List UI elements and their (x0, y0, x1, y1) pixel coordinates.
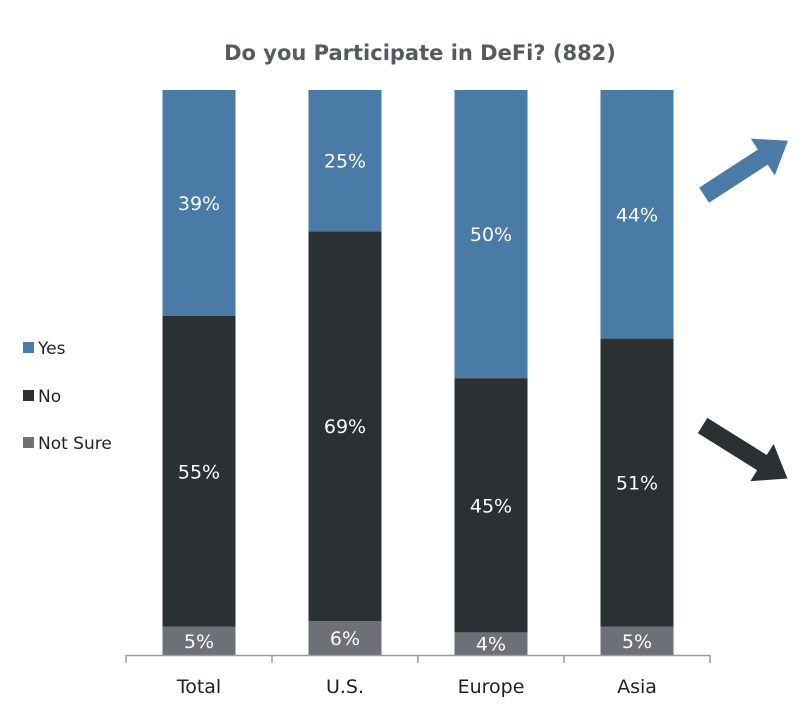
bar-europe-yes (454, 90, 528, 379)
legend-label-not-sure: Not Sure (38, 434, 112, 454)
bar-total-yes (162, 90, 236, 316)
legend-label-no: No (38, 387, 61, 407)
x-tick-label-u-s: U.S. (326, 676, 364, 698)
legend-label-yes: Yes (37, 339, 66, 359)
data-label-asia-not-sure: 5% (622, 631, 652, 653)
bar-asia-no (600, 338, 674, 627)
x-axis: Total U.S. Europe Asia (125, 654, 711, 698)
data-label-u-s-yes: 25% (324, 151, 366, 173)
data-label-u-s-not-sure: 6% (330, 628, 360, 650)
chart-title: Do you Participate in DeFi? (882) (224, 41, 616, 65)
legend-swatch-no (23, 390, 34, 401)
trend-arrows (697, 138, 788, 482)
x-tick-label-europe: Europe (458, 676, 525, 698)
bar-asia-not-sure (600, 626, 674, 655)
data-label-europe-not-sure: 4% (476, 634, 506, 656)
data-label-asia-no: 51% (616, 473, 658, 495)
legend-swatch-yes (23, 342, 34, 353)
bar-total-no (162, 316, 236, 627)
data-label-u-s-no: 69% (324, 416, 366, 438)
arrow-down-right-icon (697, 417, 788, 482)
x-tick-label-asia: Asia (617, 676, 657, 698)
data-label-asia-yes: 44% (616, 204, 658, 226)
data-label-total-yes: 39% (178, 193, 220, 215)
data-label-total-no: 55% (178, 461, 220, 483)
arrow-up-right-icon (699, 138, 788, 203)
bar-total-not-sure (162, 626, 236, 655)
bar-europe-no (454, 378, 528, 633)
data-label-europe-no: 45% (470, 495, 512, 517)
bar-u-s-yes (308, 90, 382, 232)
bar-u-s-no (308, 231, 382, 622)
data-label-europe-yes: 50% (470, 224, 512, 246)
legend: Yes No Not Sure (23, 339, 112, 454)
legend-swatch-not-sure (23, 437, 34, 448)
bar-u-s-not-sure (308, 621, 382, 655)
x-tick-label-total: Total (176, 676, 221, 698)
bars-group: 5% 55% 39% 6% 69% 25% 4% 45% 50% 5% 51% 44% (162, 90, 674, 656)
bar-europe-not-sure (454, 632, 528, 655)
data-label-total-not-sure: 5% (184, 631, 214, 653)
bar-asia-yes (600, 90, 674, 339)
